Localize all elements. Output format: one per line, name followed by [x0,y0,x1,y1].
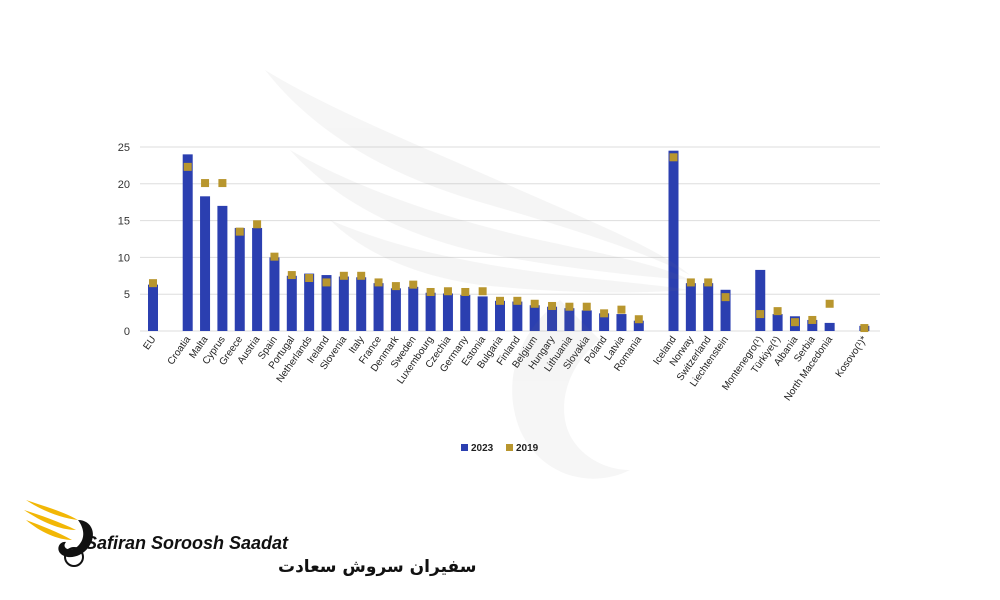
bar-2023 [148,284,158,331]
bar-2023 [477,296,488,331]
marker-2019 [287,271,296,280]
marker-2019 [669,153,678,162]
bar-2023 [460,294,471,331]
brand-name-persian: سفیران سروش سعادت [278,557,476,577]
x-axis-labels: EU CroatiaMaltaCyprusGreeceAustriaSpainPo… [141,334,869,404]
y-tick-label: 10 [118,252,130,264]
bar-2023 [581,310,592,331]
bar-2023 [234,227,245,331]
marker-2019 [617,305,626,314]
marker-2019 [357,271,366,280]
x-tick-label: EU [141,334,158,352]
legend: 2023 2019 [461,443,539,454]
bar-2023 [772,314,783,331]
marker-2019 [270,252,279,261]
marker-2019 [183,162,192,171]
legend-label-2019: 2019 [516,443,539,454]
marker-2019 [548,301,557,310]
y-tick-label: 5 [124,289,130,301]
marker-2019 [686,278,695,287]
bar-2023 [529,305,540,331]
markers-2019 [149,153,869,333]
marker-2019 [790,318,799,327]
marker-2019 [322,278,331,287]
bar-2023 [286,275,297,331]
bar-2023 [564,308,575,331]
bar-2023 [807,319,818,331]
bar-2023 [824,322,835,331]
y-tick-label: 25 [118,142,130,154]
marker-2019 [426,287,435,296]
marker-2019 [235,227,244,236]
marker-2019 [496,296,504,305]
marker-2019 [773,307,782,316]
bar-2023 [200,196,211,331]
marker-2019 [600,309,609,318]
marker-2019 [808,315,817,324]
marker-2019 [704,278,713,287]
marker-2019 [513,296,522,305]
marker-2019 [409,280,418,289]
bar-2023 [685,283,696,331]
bar-2023 [390,288,401,331]
bar-2023 [720,289,731,331]
brand-logo: Safiran Soroosh Saadat سفیران سروش سعادت [24,500,476,577]
marker-2019 [478,287,487,296]
watermark-wing-icon [265,70,690,479]
marker-2019 [149,279,157,288]
marker-2019 [305,274,314,283]
marker-2019 [253,220,262,229]
legend-swatch-2019 [506,444,513,451]
y-axis-ticks: 0 5 10 15 20 25 [118,142,130,338]
bar-2023 [668,150,679,331]
bar-2023 [442,293,453,331]
bar-2023 [217,205,228,331]
marker-2019 [860,324,869,333]
marker-2019 [825,299,834,308]
bar-2023 [616,314,627,331]
marker-2019 [461,287,470,296]
marker-2019 [339,271,348,280]
marker-2019 [218,179,227,188]
bar-2023 [633,320,644,331]
y-tick-label: 20 [118,179,130,191]
bar-2023 [269,257,280,331]
marker-2019 [391,282,400,291]
marker-2019 [634,315,643,324]
marker-2019 [721,293,730,302]
bar-2023 [703,283,714,331]
y-tick-label: 15 [118,216,130,228]
brand-name-latin: Safiran Soroosh Saadat [85,533,289,553]
bar-2023 [599,313,610,331]
legend-swatch-2023 [461,444,468,451]
bar-2023 [547,306,558,331]
marker-2019 [582,302,591,311]
bar-2023 [373,283,384,331]
bar-2023 [755,269,766,331]
wing-logo-icon [24,500,93,567]
marker-2019 [201,179,210,188]
marker-2019 [443,287,452,296]
bar-2023 [321,275,332,331]
marker-2019 [374,278,383,287]
bar-2023 [495,300,505,331]
bar-2023 [338,276,349,331]
bar-2023 [408,286,419,331]
y-tick-label: 0 [124,326,130,338]
legend-label-2023: 2023 [471,443,494,454]
bar-2023 [425,292,436,331]
x-tick-label: Kosovo(¹)* [834,334,870,379]
bar-2023 [512,301,523,331]
marker-2019 [756,310,765,319]
marker-2019 [565,302,574,311]
marker-2019 [530,299,539,308]
bar-2023 [182,154,193,331]
bar-2023 [304,273,315,331]
bar-2023 [252,227,263,331]
bar-2023 [356,277,367,331]
